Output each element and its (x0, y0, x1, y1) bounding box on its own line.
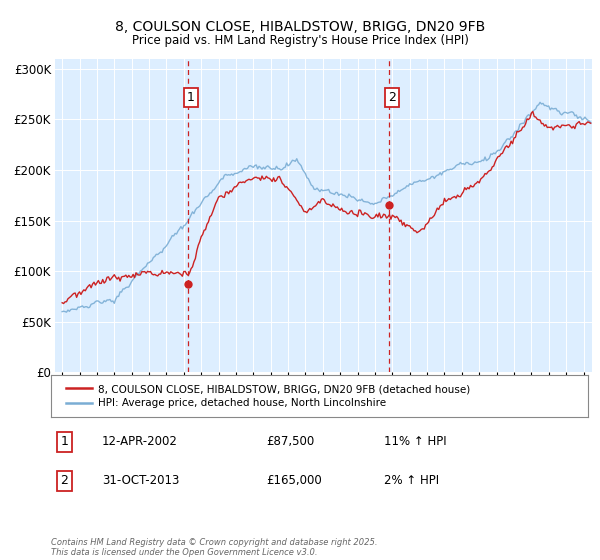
Text: 12-APR-2002: 12-APR-2002 (102, 435, 178, 449)
Text: 1: 1 (61, 435, 68, 449)
Text: 31-OCT-2013: 31-OCT-2013 (102, 474, 179, 487)
Text: 2: 2 (61, 474, 68, 487)
Legend: 8, COULSON CLOSE, HIBALDSTOW, BRIGG, DN20 9FB (detached house), HPI: Average pri: 8, COULSON CLOSE, HIBALDSTOW, BRIGG, DN2… (62, 380, 475, 413)
Text: Price paid vs. HM Land Registry's House Price Index (HPI): Price paid vs. HM Land Registry's House … (131, 34, 469, 46)
Text: Contains HM Land Registry data © Crown copyright and database right 2025.
This d: Contains HM Land Registry data © Crown c… (51, 538, 377, 557)
Text: 1: 1 (187, 91, 195, 104)
Text: £87,500: £87,500 (266, 435, 314, 449)
Text: 2: 2 (388, 91, 396, 104)
Text: 2% ↑ HPI: 2% ↑ HPI (384, 474, 439, 487)
Text: 11% ↑ HPI: 11% ↑ HPI (384, 435, 446, 449)
Text: 8, COULSON CLOSE, HIBALDSTOW, BRIGG, DN20 9FB: 8, COULSON CLOSE, HIBALDSTOW, BRIGG, DN2… (115, 20, 485, 34)
Text: £165,000: £165,000 (266, 474, 322, 487)
